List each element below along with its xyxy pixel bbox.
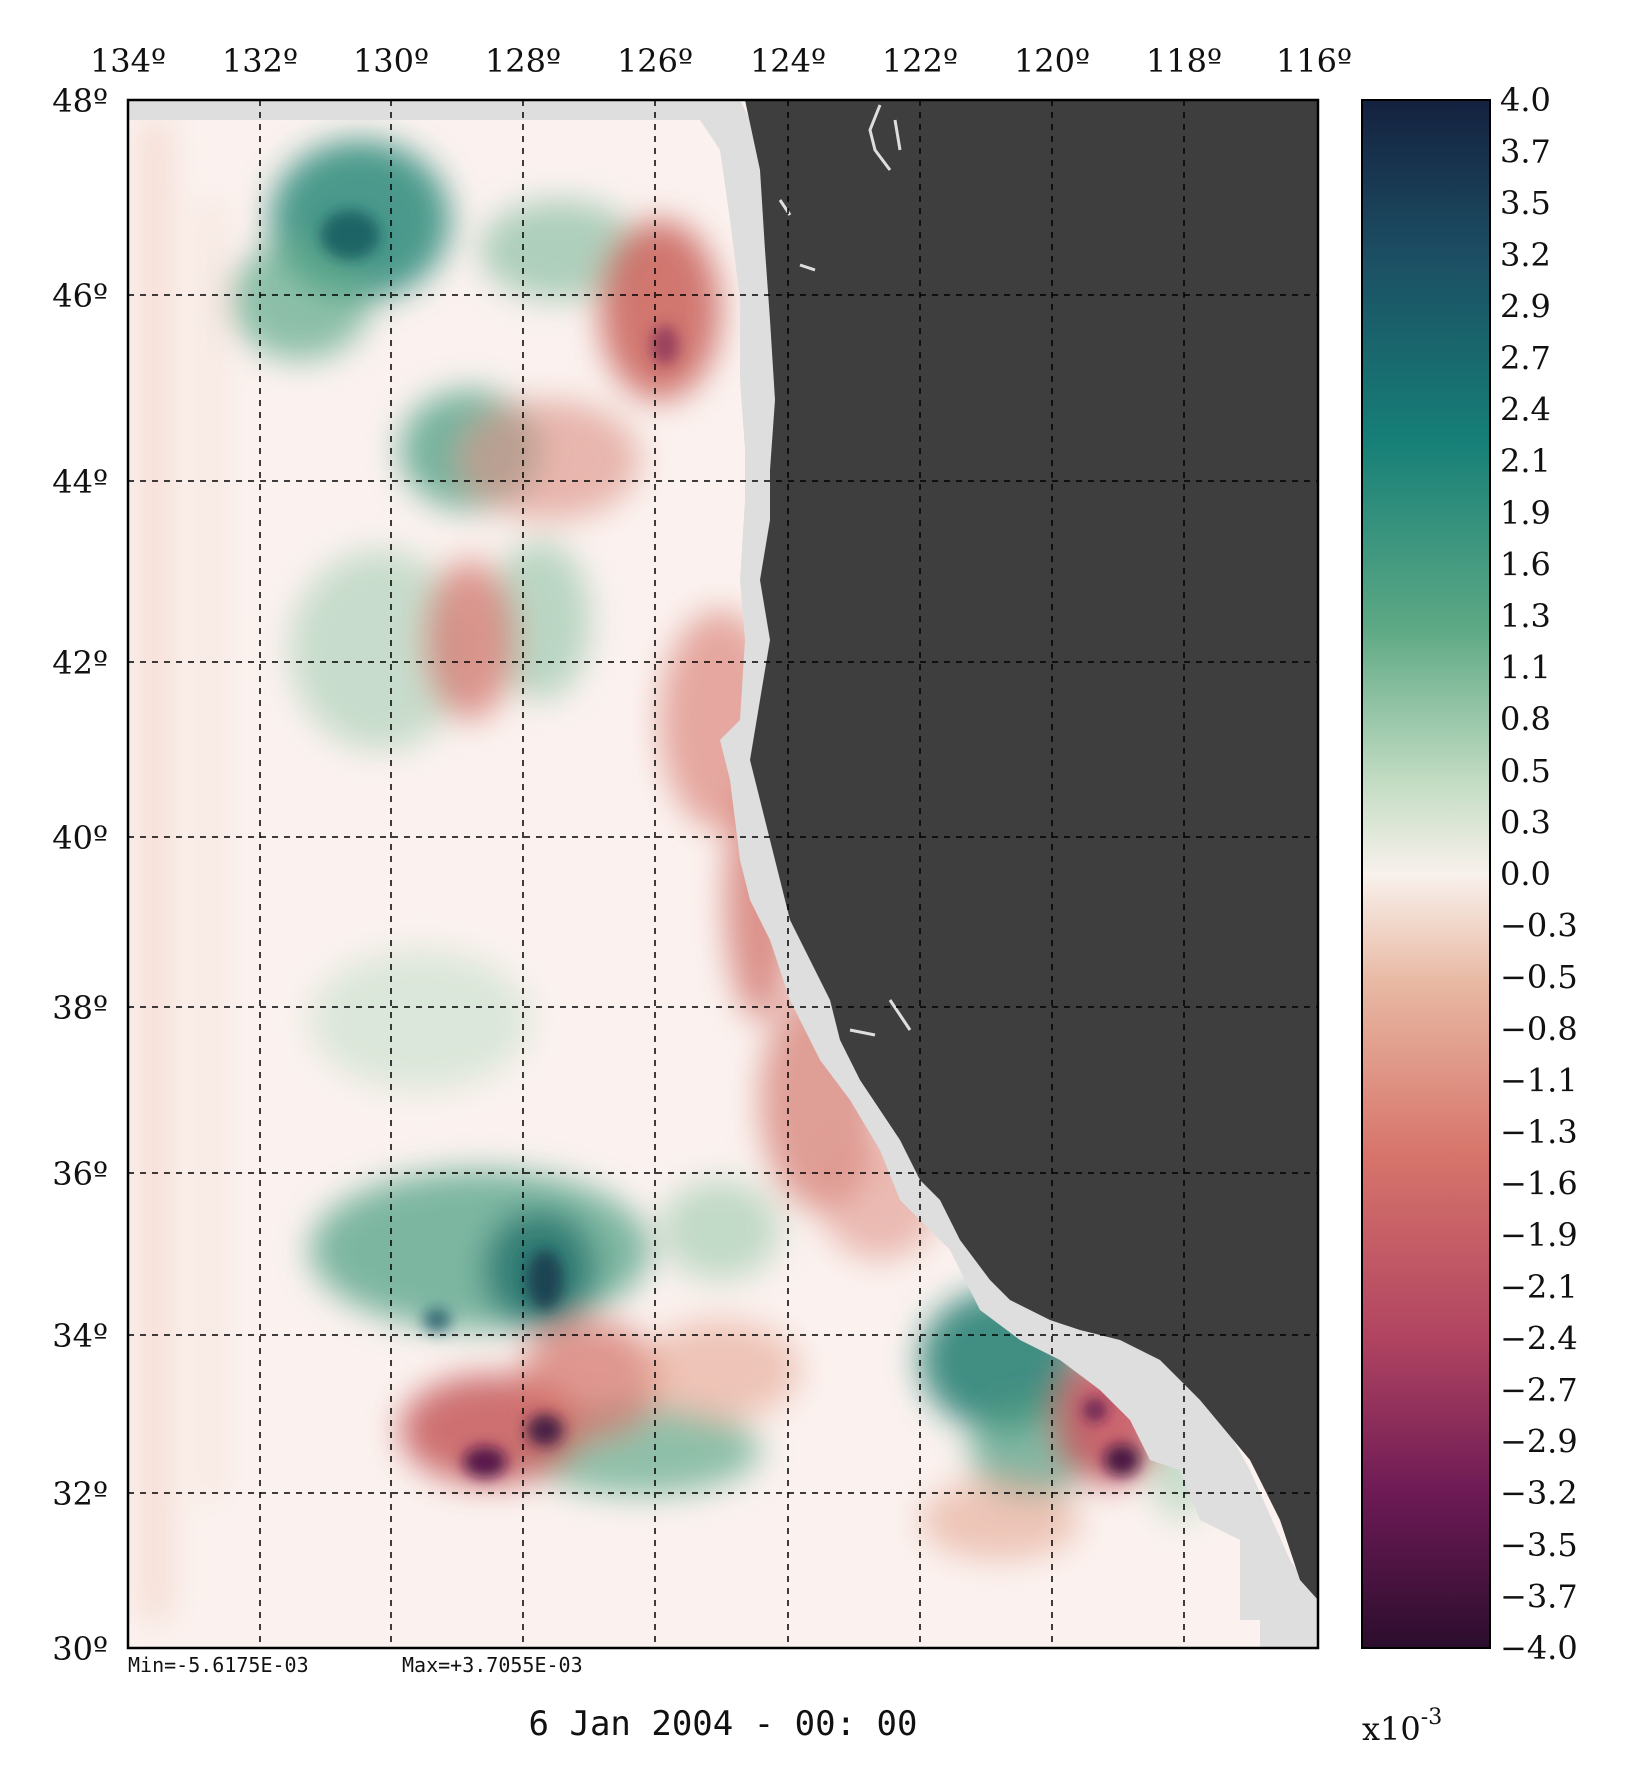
- colorbar-tick-label: 0.3: [1500, 803, 1551, 841]
- lon-tick: 116º: [1276, 42, 1352, 80]
- lon-tick: 126º: [617, 42, 693, 80]
- colorbar-scale: x10-3: [1362, 1705, 1442, 1748]
- land-mass: [745, 100, 1318, 1600]
- colorbar-tick-label: −2.9: [1500, 1423, 1578, 1461]
- colorbar-labels: 4.0 3.7 3.5 3.2 2.9 2.7 2.4 2.1 1.9 1.6 1.3 1.1 0.8 0…: [1500, 81, 1578, 1667]
- colorbar-tick-label: 3.5: [1500, 184, 1551, 222]
- colorbar-tick-label: 1.3: [1500, 597, 1551, 635]
- colorbar-tick-label: −0.3: [1500, 907, 1578, 945]
- colorbar-tick-label: −4.0: [1500, 1629, 1578, 1667]
- colorbar-tick-label: −2.1: [1500, 1268, 1578, 1306]
- lat-tick: 48º: [52, 82, 108, 120]
- colorbar-tick-label: 1.1: [1500, 649, 1551, 687]
- colorbar-tick-label: 4.0: [1500, 81, 1551, 119]
- colorbar-tick-label: −0.5: [1500, 958, 1578, 996]
- colorbar-scale-exponent: -3: [1421, 1705, 1442, 1730]
- min-label: Min=-5.6175E-03: [128, 1653, 309, 1677]
- lon-tick: 128º: [485, 42, 561, 80]
- colorbar-tick-label: 3.2: [1500, 236, 1551, 274]
- colorbar-tick-label: −1.6: [1500, 1165, 1578, 1203]
- colorbar-tick-label: 1.9: [1500, 494, 1551, 532]
- lat-tick: 32º: [52, 1475, 108, 1513]
- lon-tick: 134º: [90, 42, 166, 80]
- max-label: Max=+3.7055E-03: [402, 1653, 583, 1677]
- timestamp: 6 Jan 2004 - 00: 00: [529, 1704, 918, 1744]
- lat-tick: 38º: [52, 989, 108, 1027]
- colorbar-tick-label: −0.8: [1500, 1010, 1578, 1048]
- lon-tick: 122º: [882, 42, 958, 80]
- latitude-axis: 48º 46º 44º 42º 40º 38º 36º 34º 32º 30º: [52, 82, 108, 1668]
- gridlines: [128, 100, 1318, 1648]
- lon-tick: 130º: [353, 42, 429, 80]
- lon-tick: 120º: [1014, 42, 1090, 80]
- plot-frame: [126, 98, 1320, 1650]
- lat-tick: 40º: [52, 819, 108, 857]
- colorbar-tick-label: −1.9: [1500, 1216, 1578, 1254]
- colorbar-tick-label: −1.1: [1500, 1061, 1578, 1099]
- colorbar-tick-label: 2.7: [1500, 339, 1551, 377]
- colorbar-tick-label: 2.1: [1500, 442, 1551, 480]
- lat-tick: 44º: [52, 463, 108, 501]
- colorbar-tick-label: −2.7: [1500, 1371, 1578, 1409]
- colorbar-tick-label: 0.5: [1500, 752, 1551, 790]
- lat-tick: 30º: [52, 1630, 108, 1668]
- longitude-axis: 134º 132º 130º 128º 126º 124º 122º 120º …: [90, 42, 1352, 80]
- lon-tick: 132º: [222, 42, 298, 80]
- colorbar-tick-label: 0.0: [1500, 855, 1551, 893]
- lat-tick: 34º: [52, 1317, 108, 1355]
- colorbar-scale-base: x10: [1362, 1710, 1421, 1748]
- colorbar-tick-label: −1.3: [1500, 1113, 1578, 1151]
- lon-tick: 118º: [1146, 42, 1222, 80]
- colorbar-tick-label: −3.5: [1500, 1526, 1578, 1564]
- colorbar: [1361, 99, 1491, 1649]
- lat-tick: 42º: [52, 644, 108, 682]
- colorbar-tick-label: 3.7: [1500, 133, 1551, 171]
- colorbar-tick-label: −2.4: [1500, 1319, 1578, 1357]
- colorbar-tick-label: 1.6: [1500, 545, 1551, 583]
- lat-tick: 36º: [52, 1155, 108, 1193]
- colorbar-tick-label: 2.9: [1500, 287, 1551, 325]
- colorbar-tick-label: 2.4: [1500, 391, 1551, 429]
- colorbar-tick-label: 0.8: [1500, 700, 1551, 738]
- lon-tick: 124º: [750, 42, 826, 80]
- colorbar-tick-label: −3.2: [1500, 1474, 1578, 1512]
- lat-tick: 46º: [52, 277, 108, 315]
- colorbar-tick-label: −3.7: [1500, 1577, 1578, 1615]
